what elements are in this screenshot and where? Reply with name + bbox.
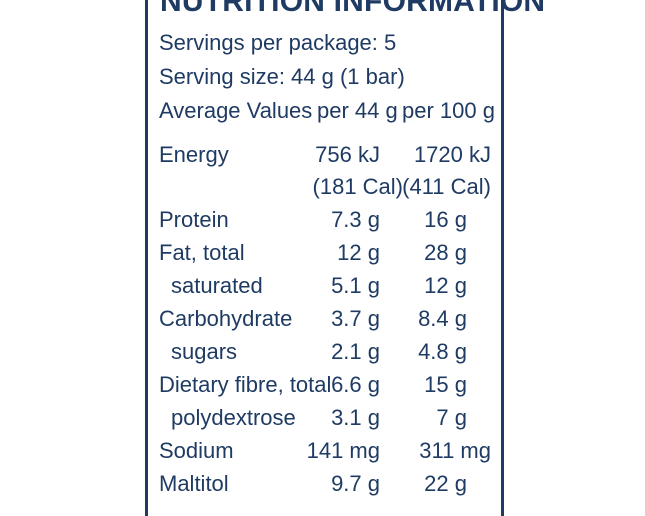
- per-serving-value: 141 mg: [306, 438, 380, 463]
- nutrient-name: Energy: [159, 142, 229, 167]
- serving-size: Serving size: 44 g (1 bar): [159, 64, 405, 89]
- per-100g-value: 8.4 g: [418, 306, 467, 331]
- nutrient-name: Protein: [159, 207, 229, 232]
- nutrient-subname: saturated: [171, 273, 263, 298]
- nutrient-name: Carbohydrate: [159, 306, 293, 331]
- per-100g-value: 15 g: [424, 372, 467, 397]
- nutrient-subname: polydextrose: [171, 405, 296, 430]
- per-serving-value: 7.3 g: [331, 207, 380, 232]
- column-header-label: Average Values: [159, 98, 313, 123]
- per-100g-value: 4.8 g: [418, 339, 467, 364]
- per-serving-value: 5.1 g: [331, 273, 380, 298]
- column-header-per-serving: per 44 g: [317, 98, 398, 123]
- per-100g-calories: (411 Cal): [402, 174, 491, 199]
- per-100g-value: 16 g: [424, 207, 467, 232]
- per-100g-value: 7 g: [436, 405, 467, 430]
- nutrient-name: Maltitol: [159, 471, 229, 496]
- per-100g-value: 12 g: [424, 273, 467, 298]
- per-100g-value: 1720 kJ: [413, 142, 491, 167]
- panel-title: NUTRITION INFORMATION: [160, 0, 546, 18]
- per-serving-value: 3.1 g: [331, 405, 380, 430]
- servings-per-package: Servings per package: 5: [159, 30, 397, 55]
- per-100g-value: 28 g: [424, 240, 467, 265]
- per-serving-value: 3.7 g: [331, 306, 380, 331]
- per-100g-value: 22 g: [424, 471, 467, 496]
- per-serving-value: 6.6 g: [331, 372, 380, 397]
- nutrition-panel: [145, 0, 504, 516]
- per-serving-value: 2.1 g: [331, 339, 380, 364]
- nutrient-subname: sugars: [171, 339, 238, 364]
- per-100g-value: 311 mg: [419, 438, 491, 463]
- nutrient-name: Sodium: [159, 438, 234, 463]
- per-serving-calories: (181 Cal): [312, 174, 403, 199]
- nutrient-name: Dietary fibre, total: [159, 372, 332, 397]
- per-serving-value: 12 g: [337, 240, 380, 265]
- column-header-per-100g: per 100 g: [402, 98, 495, 123]
- per-serving-value: 756 kJ: [315, 142, 380, 167]
- nutrient-name: Fat, total: [159, 240, 245, 265]
